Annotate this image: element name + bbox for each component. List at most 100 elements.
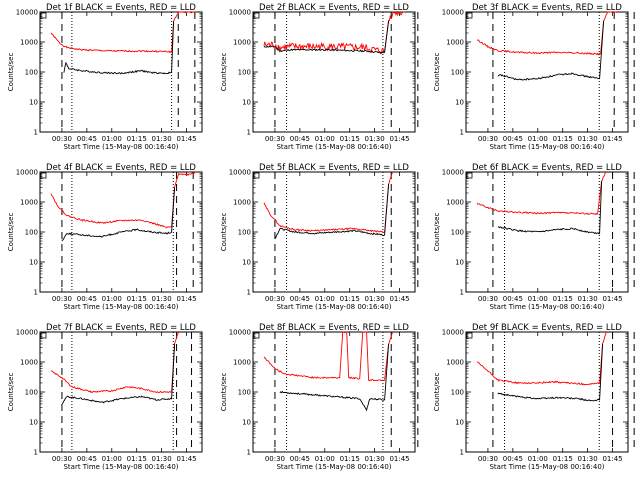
x-axis-label: Start Time (15-May-08 00:16:40) [63,303,178,311]
y-tick-label: 10000 [442,169,464,177]
y-tick-label: 1000 [446,39,464,47]
panel-title: Det 8f BLACK = Events, RED = LLD [259,323,409,333]
x-tick-label: 00:30 [52,295,72,303]
x-tick-label: 00:45 [503,295,523,303]
plot-frame [465,11,629,133]
y-tick-label: 1000 [446,359,464,367]
y-tick-label: 100 [238,229,251,237]
x-tick-label: 00:30 [478,455,498,463]
plot-frame [465,331,629,453]
y-tick-label: 10 [29,99,38,107]
corner-marker [253,172,260,179]
x-tick-label: 01:30 [578,295,598,303]
corner-marker [253,12,260,19]
series-line-black-events [497,180,603,235]
x-tick-label: 01:15 [127,455,147,463]
series-line-red-lld [263,171,394,233]
y-tick-label: 1 [460,289,464,297]
y-axis-label: Counts/sec [433,213,441,252]
panel-det-6: Det 6f BLACK = Events, RED = LLD 1 10 100 10… [433,163,635,311]
panel-title: Det 1f BLACK = Events, RED = LLD [46,3,196,13]
y-tick-label: 100 [451,389,464,397]
y-tick-label: 10 [242,259,251,267]
corner-marker [40,12,47,19]
series-line-black-events [61,343,176,405]
y-tick-label: 1000 [233,359,251,367]
x-tick-label: 01:15 [553,455,573,463]
x-tick-label: 01:00 [102,135,122,143]
y-tick-label: 1 [34,289,38,297]
x-axis-label: Start Time (15-May-08 00:16:40) [63,143,178,151]
x-axis-label: Start Time (15-May-08 00:16:40) [489,303,604,311]
x-tick-label: 00:30 [265,455,285,463]
y-tick-label: 100 [25,69,38,77]
panel-title: Det 9f BLACK = Events, RED = LLD [472,323,622,333]
series-line-red-lld [476,11,618,56]
y-axis-label: Counts/sec [7,213,15,252]
x-tick-label: 00:30 [52,135,72,143]
x-tick-label: 01:00 [528,135,548,143]
x-tick-label: 00:30 [265,135,285,143]
y-axis-label: Counts/sec [7,373,15,412]
y-axis-label: Counts/sec [433,373,441,412]
y-tick-label: 1000 [20,39,38,47]
panel-det-1: Det 1f BLACK = Events, RED = LLD 1 10 100 10… [7,3,203,151]
y-tick-label: 10000 [229,9,251,17]
y-axis-label: Counts/sec [7,53,15,92]
x-tick-label: 01:30 [365,455,385,463]
panel-title: Det 5f BLACK = Events, RED = LLD [259,163,409,173]
x-tick-label: 01:30 [152,295,172,303]
y-tick-label: 10000 [229,329,251,337]
x-tick-label: 01:45 [389,135,409,143]
x-tick-label: 01:30 [365,135,385,143]
y-axis-label: Counts/sec [220,53,228,92]
x-tick-label: 01:15 [127,135,147,143]
corner-marker [40,172,47,179]
series-line-red-lld [263,331,394,382]
plot-frame [39,331,203,453]
x-axis-label: Start Time (15-May-08 00:16:40) [489,143,604,151]
y-tick-label: 10000 [16,169,38,177]
series-line-red-lld [476,331,608,386]
series-line-red-lld [50,11,197,54]
x-tick-label: 00:30 [478,135,498,143]
y-tick-label: 1000 [233,39,251,47]
x-tick-label: 01:45 [602,295,622,303]
panel-det-3: Det 3f BLACK = Events, RED = LLD 1 10 100 10… [433,3,635,151]
y-tick-label: 100 [25,389,38,397]
panel-title: Det 4f BLACK = Events, RED = LLD [46,163,196,173]
panel-det-9: Det 9f BLACK = Events, RED = LLD 1 10 100 10… [433,323,635,471]
panel-det-2: Det 2f BLACK = Events, RED = LLD 1 10 100 10… [220,3,419,151]
x-tick-label: 00:45 [77,295,97,303]
x-tick-label: 01:15 [553,135,573,143]
y-tick-label: 10 [242,419,251,427]
x-tick-label: 01:15 [127,295,147,303]
y-tick-label: 1000 [446,199,464,207]
panel-title: Det 6f BLACK = Events, RED = LLD [472,163,622,173]
series-line-red-lld [50,171,197,229]
y-tick-label: 10 [29,259,38,267]
y-tick-label: 10000 [442,9,464,17]
x-tick-label: 01:00 [528,455,548,463]
x-tick-label: 01:00 [315,455,335,463]
x-tick-label: 01:45 [389,455,409,463]
panel-title: Det 3f BLACK = Events, RED = LLD [472,3,622,13]
y-axis-label: Counts/sec [433,53,441,92]
y-tick-label: 1 [247,449,251,457]
series-line-black-events [61,187,176,242]
x-tick-label: 01:30 [365,295,385,303]
panel-det-7: Det 7f BLACK = Events, RED = LLD 1 10 100 10… [7,323,203,471]
x-tick-label: 00:45 [77,455,97,463]
x-tick-label: 01:45 [176,135,196,143]
y-tick-label: 1 [460,129,464,137]
series-line-black-events [497,343,604,402]
y-axis-label: Counts/sec [220,373,228,412]
corner-marker [40,332,47,339]
x-tick-label: 01:30 [152,455,172,463]
y-tick-label: 10000 [16,329,38,337]
x-axis-label: Start Time (15-May-08 00:16:40) [276,303,391,311]
x-axis-label: Start Time (15-May-08 00:16:40) [276,463,391,471]
series-line-black-events [274,183,390,240]
x-axis-label: Start Time (15-May-08 00:16:40) [276,143,391,151]
x-tick-label: 00:30 [265,295,285,303]
